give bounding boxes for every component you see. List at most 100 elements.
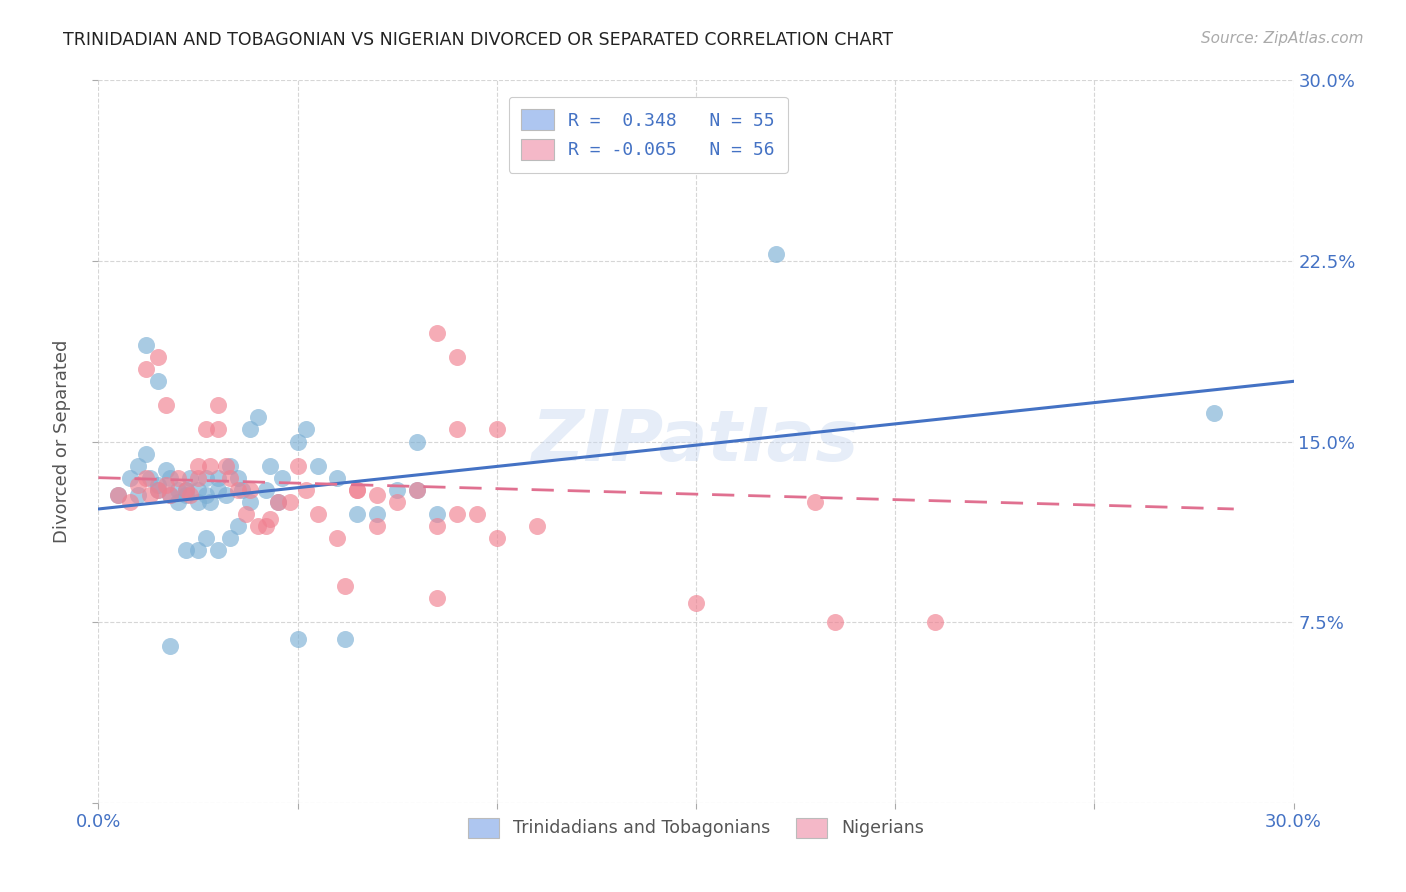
Point: [207, 422, 229, 436]
Point: [135, 338, 157, 352]
Point: [187, 458, 209, 473]
Point: [148, 483, 170, 497]
Point: [215, 487, 238, 501]
Point: [159, 487, 181, 501]
Text: TRINIDADIAN AND TOBAGONIAN VS NIGERIAN DIVORCED OR SEPARATED CORRELATION CHART: TRINIDADIAN AND TOBAGONIAN VS NIGERIAN D…: [63, 31, 893, 49]
Point: [174, 483, 197, 497]
Point: [148, 350, 170, 364]
Point: [246, 410, 269, 425]
Point: [148, 478, 170, 492]
Point: [187, 542, 209, 557]
Point: [287, 458, 309, 473]
Point: [346, 483, 368, 497]
Point: [159, 487, 181, 501]
Point: [155, 463, 177, 477]
Point: [120, 494, 142, 508]
Point: [366, 518, 388, 533]
Point: [167, 494, 190, 508]
Point: [107, 487, 129, 501]
Point: [346, 507, 368, 521]
Point: [270, 470, 292, 484]
Point: [159, 470, 181, 484]
Point: [366, 507, 388, 521]
Point: [219, 458, 242, 473]
Point: [924, 615, 946, 630]
Point: [526, 518, 548, 533]
Point: [254, 483, 277, 497]
Point: [326, 531, 349, 545]
Point: [187, 483, 209, 497]
Point: [179, 487, 201, 501]
Y-axis label: Divorced or Separated: Divorced or Separated: [53, 340, 72, 543]
Point: [685, 596, 707, 610]
Point: [207, 470, 229, 484]
Point: [127, 478, 149, 492]
Point: [385, 483, 409, 497]
Point: [226, 483, 249, 497]
Point: [215, 458, 238, 473]
Point: [195, 470, 218, 484]
Point: [195, 422, 218, 436]
Point: [307, 458, 329, 473]
Point: [195, 531, 218, 545]
Point: [406, 434, 429, 449]
Point: [174, 483, 197, 497]
Point: [267, 494, 290, 508]
Point: [139, 487, 162, 501]
Point: [267, 494, 290, 508]
Point: [219, 531, 242, 545]
Point: [174, 487, 197, 501]
Point: [239, 422, 262, 436]
Point: [406, 483, 429, 497]
Point: [207, 483, 229, 497]
Point: [239, 494, 262, 508]
Point: [278, 494, 301, 508]
Point: [207, 398, 229, 412]
Point: [824, 615, 846, 630]
Point: [159, 639, 181, 653]
Point: [254, 518, 277, 533]
Point: [287, 632, 309, 646]
Point: [219, 470, 242, 484]
Point: [385, 494, 409, 508]
Point: [226, 518, 249, 533]
Point: [426, 507, 449, 521]
Point: [127, 458, 149, 473]
Point: [1202, 406, 1225, 420]
Point: [148, 483, 170, 497]
Point: [804, 494, 827, 508]
Point: [446, 507, 468, 521]
Point: [198, 458, 221, 473]
Point: [259, 458, 281, 473]
Point: [426, 518, 449, 533]
Point: [198, 494, 221, 508]
Point: [135, 446, 157, 460]
Point: [565, 133, 588, 147]
Point: [239, 483, 262, 497]
Point: [446, 422, 468, 436]
Point: [231, 483, 253, 497]
Point: [465, 507, 488, 521]
Point: [485, 422, 508, 436]
Point: [127, 487, 149, 501]
Point: [426, 591, 449, 605]
Point: [187, 494, 209, 508]
Point: [294, 422, 316, 436]
Point: [139, 470, 162, 484]
Point: [335, 579, 357, 593]
Point: [167, 470, 190, 484]
Point: [235, 507, 257, 521]
Point: [287, 434, 309, 449]
Point: [148, 374, 170, 388]
Point: [195, 487, 218, 501]
Point: [155, 478, 177, 492]
Point: [174, 542, 197, 557]
Point: [485, 531, 508, 545]
Text: ZIPatlas: ZIPatlas: [533, 407, 859, 476]
Point: [187, 470, 209, 484]
Point: [107, 487, 129, 501]
Point: [446, 350, 468, 364]
Point: [135, 362, 157, 376]
Point: [179, 470, 201, 484]
Point: [294, 483, 316, 497]
